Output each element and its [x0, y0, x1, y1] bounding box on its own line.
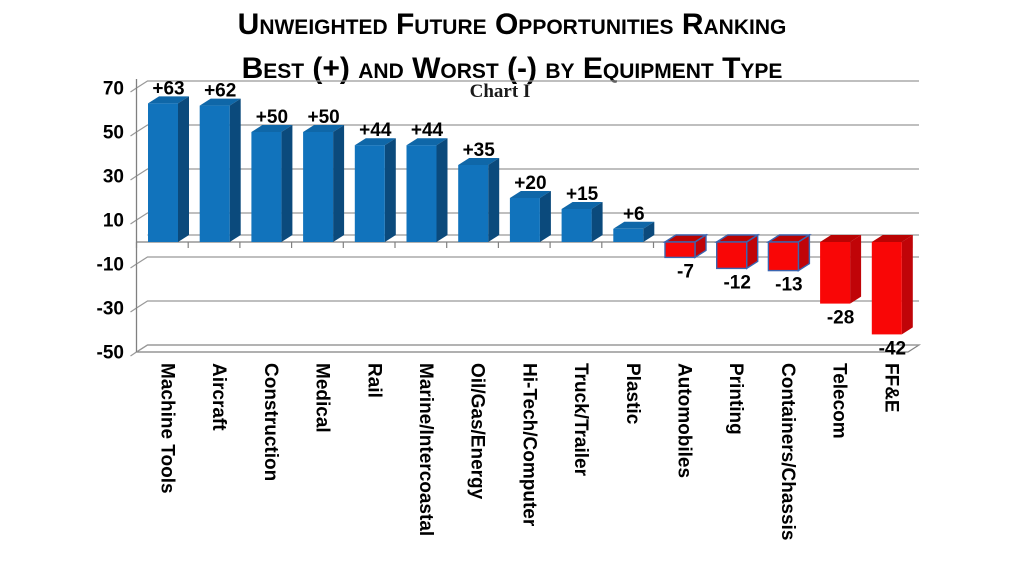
bar-hi-tech-computer-side-face	[539, 191, 551, 242]
bar-telecom-top-face	[820, 235, 862, 242]
category-label: Medical	[312, 363, 333, 433]
bar-ff-e-top-face	[871, 235, 913, 242]
bar-containers-chassis	[767, 241, 800, 272]
gridline	[130, 168, 919, 181]
bar-machine-tools	[148, 103, 178, 243]
category-label: Hi-Tech/Computer	[518, 363, 539, 527]
bar-rail	[354, 145, 385, 242]
bar-machine-tools-side-face	[178, 96, 189, 243]
category-label: Machine Tools	[157, 363, 178, 494]
bar-ff-e	[871, 242, 902, 335]
bar-oil-gas-energy	[458, 165, 489, 242]
bar-hi-tech-computer	[509, 198, 540, 242]
bar-value-label: -28	[827, 308, 854, 329]
gridline	[130, 344, 919, 357]
bar-machine-tools-top-face	[148, 96, 189, 104]
bar-oil-gas-energy-top-face	[458, 158, 500, 165]
y-tick-label: 10	[103, 211, 124, 232]
bar-aircraft-side-face	[229, 98, 241, 242]
bar-rail-top-face	[354, 138, 396, 146]
category-label: Containers/Chassis	[777, 363, 798, 540]
bar-value-label: +63	[152, 78, 184, 99]
chart-floor	[134, 344, 922, 353]
bar-value-label: +62	[204, 81, 236, 102]
bar-plastic-top-face	[613, 221, 655, 229]
bar-construction-top-face	[251, 125, 293, 132]
bar-truck-trailer-top-face	[561, 202, 603, 209]
category-label: Aircraft	[208, 363, 229, 431]
y-tick-label: -50	[97, 343, 124, 364]
bar-automobiles	[664, 241, 696, 259]
bar-aircraft-top-face	[199, 98, 241, 106]
chart-title-line2: Best (+) and Worst (-) by Equipment Type	[241, 52, 783, 85]
category-label: Oil/Gas/Energy	[467, 363, 488, 500]
y-tick-label: -10	[97, 255, 124, 276]
bar-construction-side-face	[281, 125, 293, 242]
bar-telecom-side-face	[850, 235, 862, 304]
bar-ff-e-side-face	[901, 235, 913, 335]
bar-value-label: +50	[307, 107, 339, 128]
bar-aircraft	[199, 105, 230, 242]
bar-value-label: +6	[623, 204, 645, 225]
bar-marine-intercoastal-side-face	[436, 138, 448, 242]
y-tick-label: 50	[103, 123, 124, 144]
bar-telecom	[820, 242, 851, 304]
category-label: Marine/Intercoastal	[415, 363, 436, 536]
chart-title-line1: Unweighted Future Opportunities Ranking	[237, 8, 787, 41]
gridline	[130, 80, 919, 93]
bar-truck-trailer-side-face	[591, 202, 603, 242]
bar-printing	[716, 241, 748, 270]
gridline	[130, 124, 919, 137]
category-label: Rail	[363, 363, 384, 398]
bar-medical-top-face	[303, 125, 345, 132]
category-label: Automobiles	[674, 363, 695, 478]
y-tick-label: 30	[103, 167, 124, 188]
category-label: Construction	[260, 363, 281, 481]
bar-containers-chassis-side-face	[797, 233, 811, 272]
bar-value-label: +44	[359, 120, 392, 141]
bar-value-label: +50	[256, 107, 288, 128]
bar-value-label: +15	[566, 184, 599, 205]
bar-value-label: -42	[879, 338, 906, 359]
y-tick-label: -30	[97, 299, 124, 320]
gridline	[130, 300, 919, 313]
bar-truck-trailer	[561, 209, 592, 242]
category-label: Telecom	[829, 363, 850, 439]
bar-medical	[303, 132, 334, 242]
bar-hi-tech-computer-top-face	[509, 191, 551, 198]
bar-rail-side-face	[384, 138, 396, 242]
bar-construction	[251, 132, 282, 242]
category-label: Truck/Trailer	[570, 363, 591, 477]
category-label: Plastic	[622, 363, 643, 425]
category-label: Printing	[725, 363, 746, 435]
y-tick-label: 70	[103, 79, 124, 100]
bar-oil-gas-energy-side-face	[488, 158, 500, 242]
bar-value-label: -13	[775, 275, 802, 296]
gridline	[130, 256, 919, 269]
bar-value-label: +35	[463, 140, 496, 161]
bar-marine-intercoastal	[406, 145, 437, 242]
bar-value-label: -7	[677, 261, 694, 282]
bar-value-label: -12	[723, 272, 750, 293]
bar-plastic-side-face	[643, 221, 655, 242]
bar-plastic	[613, 228, 644, 242]
category-label: FF&E	[880, 363, 901, 413]
chart-subtitle: Chart I	[469, 81, 531, 102]
bar-value-label: +20	[514, 173, 546, 194]
bar-marine-intercoastal-top-face	[406, 138, 448, 146]
bar-value-label: +44	[411, 120, 444, 141]
bar-medical-side-face	[333, 125, 345, 242]
